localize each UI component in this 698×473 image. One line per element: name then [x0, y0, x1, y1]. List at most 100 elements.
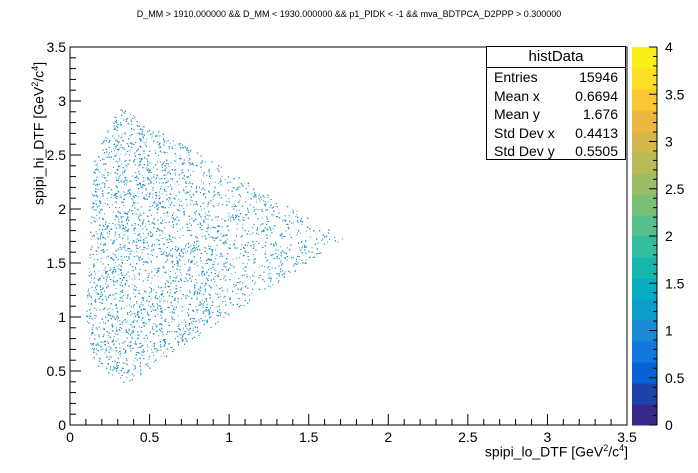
scatter-point — [97, 342, 99, 344]
scatter-point — [160, 355, 162, 357]
scatter-point — [114, 235, 116, 237]
scatter-point — [113, 243, 115, 245]
scatter-point — [202, 311, 204, 313]
scatter-point — [164, 355, 166, 357]
scatter-point — [177, 341, 179, 343]
scatter-point — [305, 262, 307, 264]
scatter-point — [123, 295, 125, 296]
scatter-point — [106, 257, 108, 259]
scatter-point — [119, 330, 121, 332]
scatter-point — [148, 358, 150, 360]
scatter-point — [165, 160, 167, 162]
scatter-point — [108, 294, 110, 296]
scatter-point — [141, 301, 143, 303]
scatter-point — [95, 199, 97, 201]
scatter-point — [117, 223, 119, 225]
scatter-point — [250, 193, 252, 195]
scatter-point — [221, 204, 223, 206]
scatter-point — [125, 352, 126, 353]
scatter-point — [327, 241, 329, 243]
scatter-point — [125, 284, 126, 286]
scatter-point — [121, 296, 123, 298]
scatter-point — [138, 278, 140, 280]
scatter-point — [96, 293, 98, 295]
scatter-point — [123, 140, 125, 142]
scatter-point — [180, 250, 182, 252]
scatter-point — [158, 191, 160, 193]
scatter-point — [113, 158, 114, 160]
scatter-point — [208, 245, 209, 247]
scatter-point — [198, 335, 200, 336]
scatter-point — [269, 269, 271, 271]
scatter-point — [209, 173, 211, 175]
scatter-point — [136, 300, 137, 302]
scatter-point — [113, 155, 115, 157]
scatter-point — [103, 250, 105, 252]
scatter-point — [169, 292, 171, 294]
scatter-point — [204, 213, 206, 215]
scatter-point — [170, 255, 171, 257]
scatter-point — [130, 341, 132, 343]
scatter-point — [248, 230, 249, 232]
scatter-point — [123, 204, 125, 206]
scatter-point — [133, 274, 135, 276]
scatter-point — [273, 214, 275, 216]
scatter-point — [267, 197, 269, 199]
scatter-point — [177, 315, 179, 317]
scatter-point — [270, 243, 272, 245]
scatter-point — [240, 280, 242, 282]
scatter-point — [153, 166, 155, 168]
scatter-point — [295, 216, 297, 218]
scatter-point — [261, 231, 263, 233]
scatter-point — [276, 277, 278, 279]
scatter-point — [213, 206, 215, 208]
scatter-point — [280, 262, 282, 264]
scatter-point — [130, 124, 132, 125]
scatter-point — [196, 165, 198, 167]
scatter-point — [97, 185, 99, 187]
scatter-point — [228, 190, 229, 192]
scatter-point — [133, 229, 135, 231]
scatter-point — [267, 201, 269, 203]
scatter-point — [163, 161, 165, 163]
scatter-point — [143, 219, 145, 221]
scatter-point — [255, 201, 257, 203]
scatter-point — [112, 241, 114, 243]
scatter-point — [264, 265, 266, 267]
scatter-point — [224, 275, 226, 277]
scatter-point — [147, 234, 149, 236]
scatter-point — [109, 206, 110, 208]
scatter-point — [207, 228, 209, 230]
scatter-point — [189, 164, 191, 166]
scatter-point — [289, 249, 291, 251]
scatter-point — [187, 230, 189, 232]
scatter-point — [153, 351, 155, 353]
scatter-point — [210, 327, 212, 328]
scatter-point — [230, 273, 232, 275]
scatter-point — [94, 265, 96, 267]
scatter-point — [136, 132, 138, 134]
scatter-point — [123, 352, 125, 354]
scatter-point — [107, 236, 109, 238]
scatter-point — [89, 337, 91, 339]
scatter-point — [149, 162, 151, 164]
scatter-point — [246, 266, 248, 268]
scatter-point — [153, 329, 155, 331]
scatter-point — [109, 276, 110, 278]
scatter-point — [322, 238, 324, 240]
scatter-point — [105, 348, 107, 350]
scatter-point — [190, 204, 192, 206]
scatter-point — [105, 297, 107, 299]
scatter-point — [226, 201, 228, 203]
scatter-point — [179, 154, 181, 156]
scatter-point — [218, 288, 220, 290]
scatter-point — [219, 315, 221, 317]
scatter-point — [141, 175, 143, 177]
scatter-point — [108, 152, 110, 154]
scatter-point — [239, 220, 241, 222]
scatter-point — [149, 292, 151, 294]
scatter-point — [227, 225, 229, 227]
scatter-point — [242, 224, 244, 226]
scatter-point — [171, 188, 173, 190]
scatter-point — [151, 214, 152, 216]
